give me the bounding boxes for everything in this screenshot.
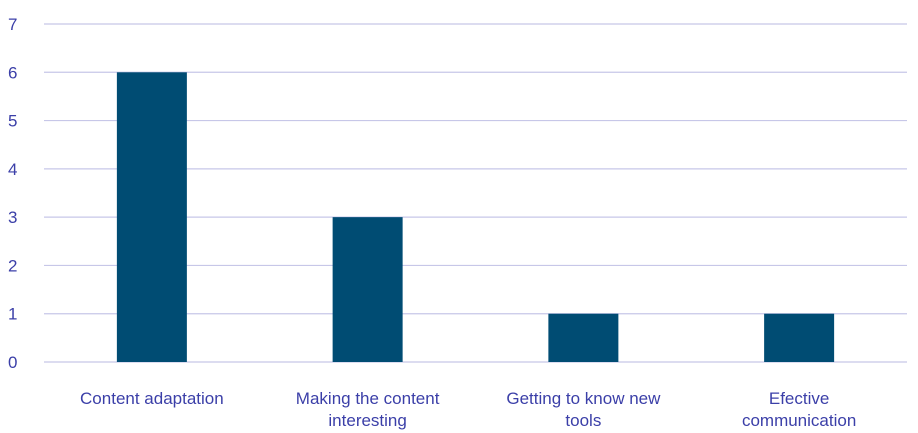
category-label-line: tools (565, 411, 601, 430)
y-tick-label: 0 (8, 353, 17, 372)
bar-layer (116, 72, 835, 363)
y-tick-label: 7 (8, 15, 17, 34)
category-label-1: Making the content interesting (296, 389, 440, 430)
bar-2 (548, 313, 619, 362)
bar-0 (116, 72, 187, 363)
y-tick-label: 3 (8, 208, 17, 227)
grid-layer (44, 23, 907, 363)
y-tick-label: 1 (8, 305, 17, 324)
y-tick-label: 5 (8, 112, 17, 131)
y-tick-label: 2 (8, 256, 17, 275)
category-label-line: Making the content (296, 389, 440, 408)
y-tick-label: 4 (8, 160, 17, 179)
category-layer: Content adaptation Making the content inte… (80, 389, 856, 430)
bar-3 (764, 313, 835, 362)
category-label-0: Content adaptation (80, 389, 224, 408)
category-label-line: Getting to know new (506, 389, 661, 408)
tick-layer: 0 1 2 3 4 5 6 7 (8, 15, 17, 372)
category-label-3: Efective communication (742, 389, 856, 430)
category-label-line: Efective (769, 389, 829, 408)
category-label-line: interesting (328, 411, 406, 430)
y-tick-label: 6 (8, 63, 17, 82)
category-label-line: Content adaptation (80, 389, 224, 408)
category-label-line: communication (742, 411, 856, 430)
bar-1 (332, 217, 403, 362)
category-label-2: Getting to know new tools (506, 389, 661, 430)
